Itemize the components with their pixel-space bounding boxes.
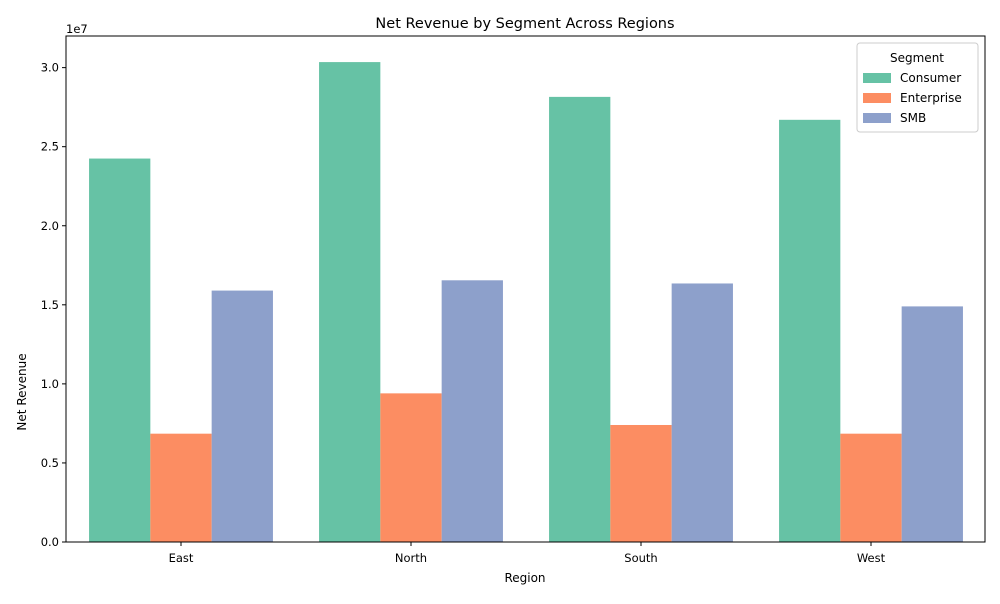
legend-items: Consumer Enterprise SMB xyxy=(863,71,962,125)
legend-box xyxy=(856,42,979,133)
legend: Segment Consumer Enterprise SMB xyxy=(856,42,979,133)
legend-label-smb: SMB xyxy=(900,111,926,125)
bar-enterprise-east xyxy=(150,433,212,542)
bar-smb-south xyxy=(671,283,733,542)
bar-enterprise-north xyxy=(380,393,442,542)
bar-smb-north xyxy=(441,280,503,542)
y-tick-label: 0.0 xyxy=(41,535,59,549)
y-tick-label: 2.0 xyxy=(41,219,59,233)
x-axis-label: Region xyxy=(504,571,545,585)
bar-consumer-east xyxy=(89,158,151,543)
chart-title: Net Revenue by Segment Across Regions xyxy=(375,16,674,32)
y-tick-label: 2.5 xyxy=(41,140,59,154)
legend-label-consumer: Consumer xyxy=(900,71,961,85)
legend-swatch-smb xyxy=(863,113,891,123)
bar-consumer-south xyxy=(549,96,611,542)
x-tick-label: South xyxy=(624,551,657,565)
bar-smb-west xyxy=(901,306,963,542)
y-tick-label: 3.0 xyxy=(41,61,59,75)
x-tick-label: North xyxy=(395,551,427,565)
y-tick-label: 1.0 xyxy=(41,377,59,391)
x-tick-label: West xyxy=(857,551,886,565)
y-tick-label: 0.5 xyxy=(41,456,59,470)
y-axis-offset-label: 1e7 xyxy=(66,22,88,36)
x-tick-label: East xyxy=(169,551,194,565)
bars-group xyxy=(89,62,963,543)
legend-title: Segment xyxy=(890,51,944,65)
y-axis-label: Net Revenue xyxy=(15,353,29,430)
bar-enterprise-west xyxy=(840,433,902,542)
y-tick-label: 1.5 xyxy=(41,298,59,312)
legend-swatch-consumer xyxy=(863,73,891,83)
bar-enterprise-south xyxy=(610,424,672,542)
x-ticks-group: East North South West xyxy=(169,542,886,565)
y-ticks-group: 0.0 0.5 1.0 1.5 2.0 2.5 3.0 xyxy=(41,61,66,549)
legend-label-enterprise: Enterprise xyxy=(900,91,962,105)
bar-consumer-west xyxy=(779,119,841,542)
bar-consumer-north xyxy=(319,62,381,543)
legend-swatch-enterprise xyxy=(863,93,891,103)
plot-frame xyxy=(65,35,986,543)
bar-smb-east xyxy=(211,290,273,542)
